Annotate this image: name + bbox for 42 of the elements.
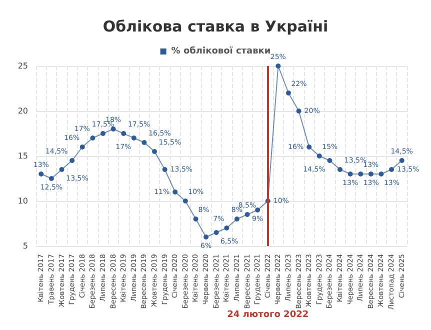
point [327, 158, 332, 163]
point [80, 144, 85, 150]
point [358, 172, 364, 176]
point [389, 167, 394, 172]
point [368, 172, 374, 176]
point [348, 172, 353, 176]
point [38, 172, 44, 176]
point [286, 90, 291, 96]
point [59, 167, 64, 172]
point [172, 190, 178, 194]
point [142, 140, 147, 145]
legend-label: % облікової ставки [171, 46, 271, 56]
point [121, 131, 126, 136]
y-tick-label: 5 [22, 242, 28, 250]
point [399, 158, 404, 163]
y-tick-label: 15 [18, 152, 28, 160]
chart-title: Облікова ставка в Україні [102, 18, 328, 36]
point [338, 167, 343, 172]
point [214, 230, 219, 235]
point [204, 234, 209, 240]
y-tick-label: 20 [18, 106, 28, 116]
point [152, 149, 158, 154]
point [296, 108, 302, 114]
point [276, 64, 281, 68]
point [48, 176, 54, 181]
point [378, 172, 384, 176]
point [182, 198, 188, 204]
point [255, 208, 260, 212]
point [70, 158, 75, 163]
y-tick-label: 25 [18, 62, 28, 70]
point [100, 131, 106, 136]
ref-line-label: 24 лютого 2022 [227, 310, 309, 320]
point [193, 216, 198, 222]
point [224, 226, 230, 230]
point [244, 212, 250, 217]
point [162, 167, 168, 172]
y-tick-label: 10 [18, 196, 28, 206]
point [234, 216, 240, 222]
point [90, 136, 96, 140]
point [306, 144, 312, 150]
point [131, 136, 136, 140]
point [316, 154, 322, 158]
